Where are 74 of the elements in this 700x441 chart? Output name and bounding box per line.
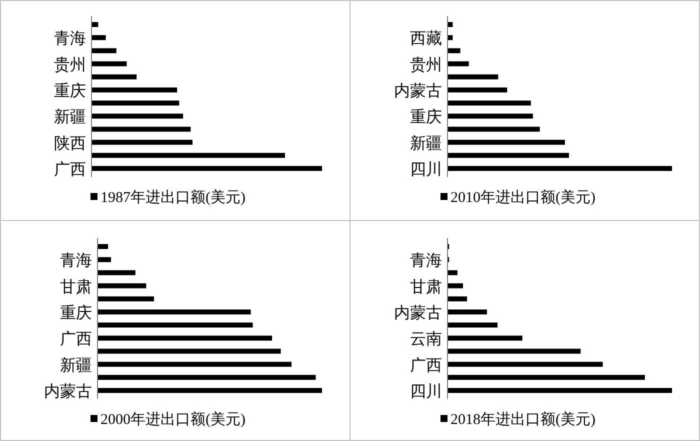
bar — [448, 74, 498, 80]
bar — [92, 48, 116, 54]
bar — [448, 166, 672, 171]
bar — [98, 374, 316, 380]
bar — [98, 244, 108, 250]
bar — [92, 114, 184, 119]
y-tick-label: 贵州 — [410, 56, 442, 74]
bar — [448, 114, 533, 119]
bar — [448, 140, 565, 145]
y-tick-label: 新疆 — [54, 108, 86, 126]
bar — [92, 152, 285, 158]
y-tick-label: 青海 — [54, 30, 86, 48]
bar — [98, 270, 136, 276]
y-tick-label: 广西 — [410, 356, 442, 374]
y-tick-label: 内蒙古 — [394, 82, 442, 100]
bar — [98, 336, 272, 341]
bar — [92, 61, 127, 66]
y-tick-label: 西藏 — [410, 30, 442, 48]
bar — [448, 126, 540, 132]
y-tick-label: 青海 — [410, 252, 442, 270]
bar — [92, 87, 178, 92]
y-tick-label: 甘肃 — [60, 278, 92, 296]
bar — [92, 166, 322, 171]
bar — [448, 87, 508, 92]
bar — [448, 362, 603, 367]
y-tick-label: 新疆 — [60, 356, 92, 374]
legend-label: 2000年进出口额(美元) — [100, 411, 246, 428]
bar — [98, 348, 281, 354]
bar — [92, 100, 180, 106]
bar — [448, 100, 531, 106]
bar — [92, 74, 137, 80]
bar — [448, 35, 453, 40]
bar — [98, 388, 322, 393]
bar — [448, 270, 458, 276]
y-tick-label: 陕西 — [54, 135, 86, 152]
y-tick-label: 云南 — [410, 330, 442, 348]
y-tick-label: 新疆 — [410, 134, 442, 152]
legend-label: 1987年进出口额(美元) — [100, 189, 246, 206]
bar — [98, 362, 292, 367]
bar — [448, 152, 569, 158]
y-tick-label: 广西 — [54, 160, 86, 178]
y-tick-label: 青海 — [60, 252, 92, 270]
bar — [448, 322, 498, 328]
bar — [98, 309, 251, 314]
y-tick-label: 重庆 — [54, 82, 86, 100]
bar — [448, 388, 672, 393]
bar — [98, 283, 146, 288]
bar — [92, 22, 98, 28]
bar — [448, 296, 468, 302]
bar — [448, 374, 645, 380]
y-tick-label: 甘肃 — [410, 278, 442, 296]
y-tick-label: 重庆 — [60, 304, 92, 322]
legend-label: 2010年进出口额(美元) — [450, 189, 596, 206]
legend-label: 2018年进出口额(美元) — [450, 411, 596, 428]
bar — [98, 322, 253, 328]
bar — [92, 126, 191, 132]
bar — [92, 140, 193, 145]
y-tick-label: 内蒙古 — [394, 304, 442, 322]
bar — [448, 336, 522, 341]
y-tick-label: 广西 — [60, 330, 92, 348]
y-tick-label: 重庆 — [410, 108, 442, 126]
bar — [92, 35, 106, 40]
bar — [448, 48, 460, 54]
bar — [448, 309, 487, 314]
bar — [98, 296, 154, 302]
y-tick-label: 贵州 — [54, 56, 86, 74]
bar — [448, 22, 453, 28]
y-tick-label: 四川 — [410, 382, 442, 400]
y-tick-label: 四川 — [410, 160, 442, 178]
bar — [448, 348, 581, 354]
y-tick-label: 内蒙古 — [44, 382, 92, 400]
bar — [448, 283, 464, 288]
bar — [98, 257, 111, 262]
bar — [448, 61, 469, 66]
